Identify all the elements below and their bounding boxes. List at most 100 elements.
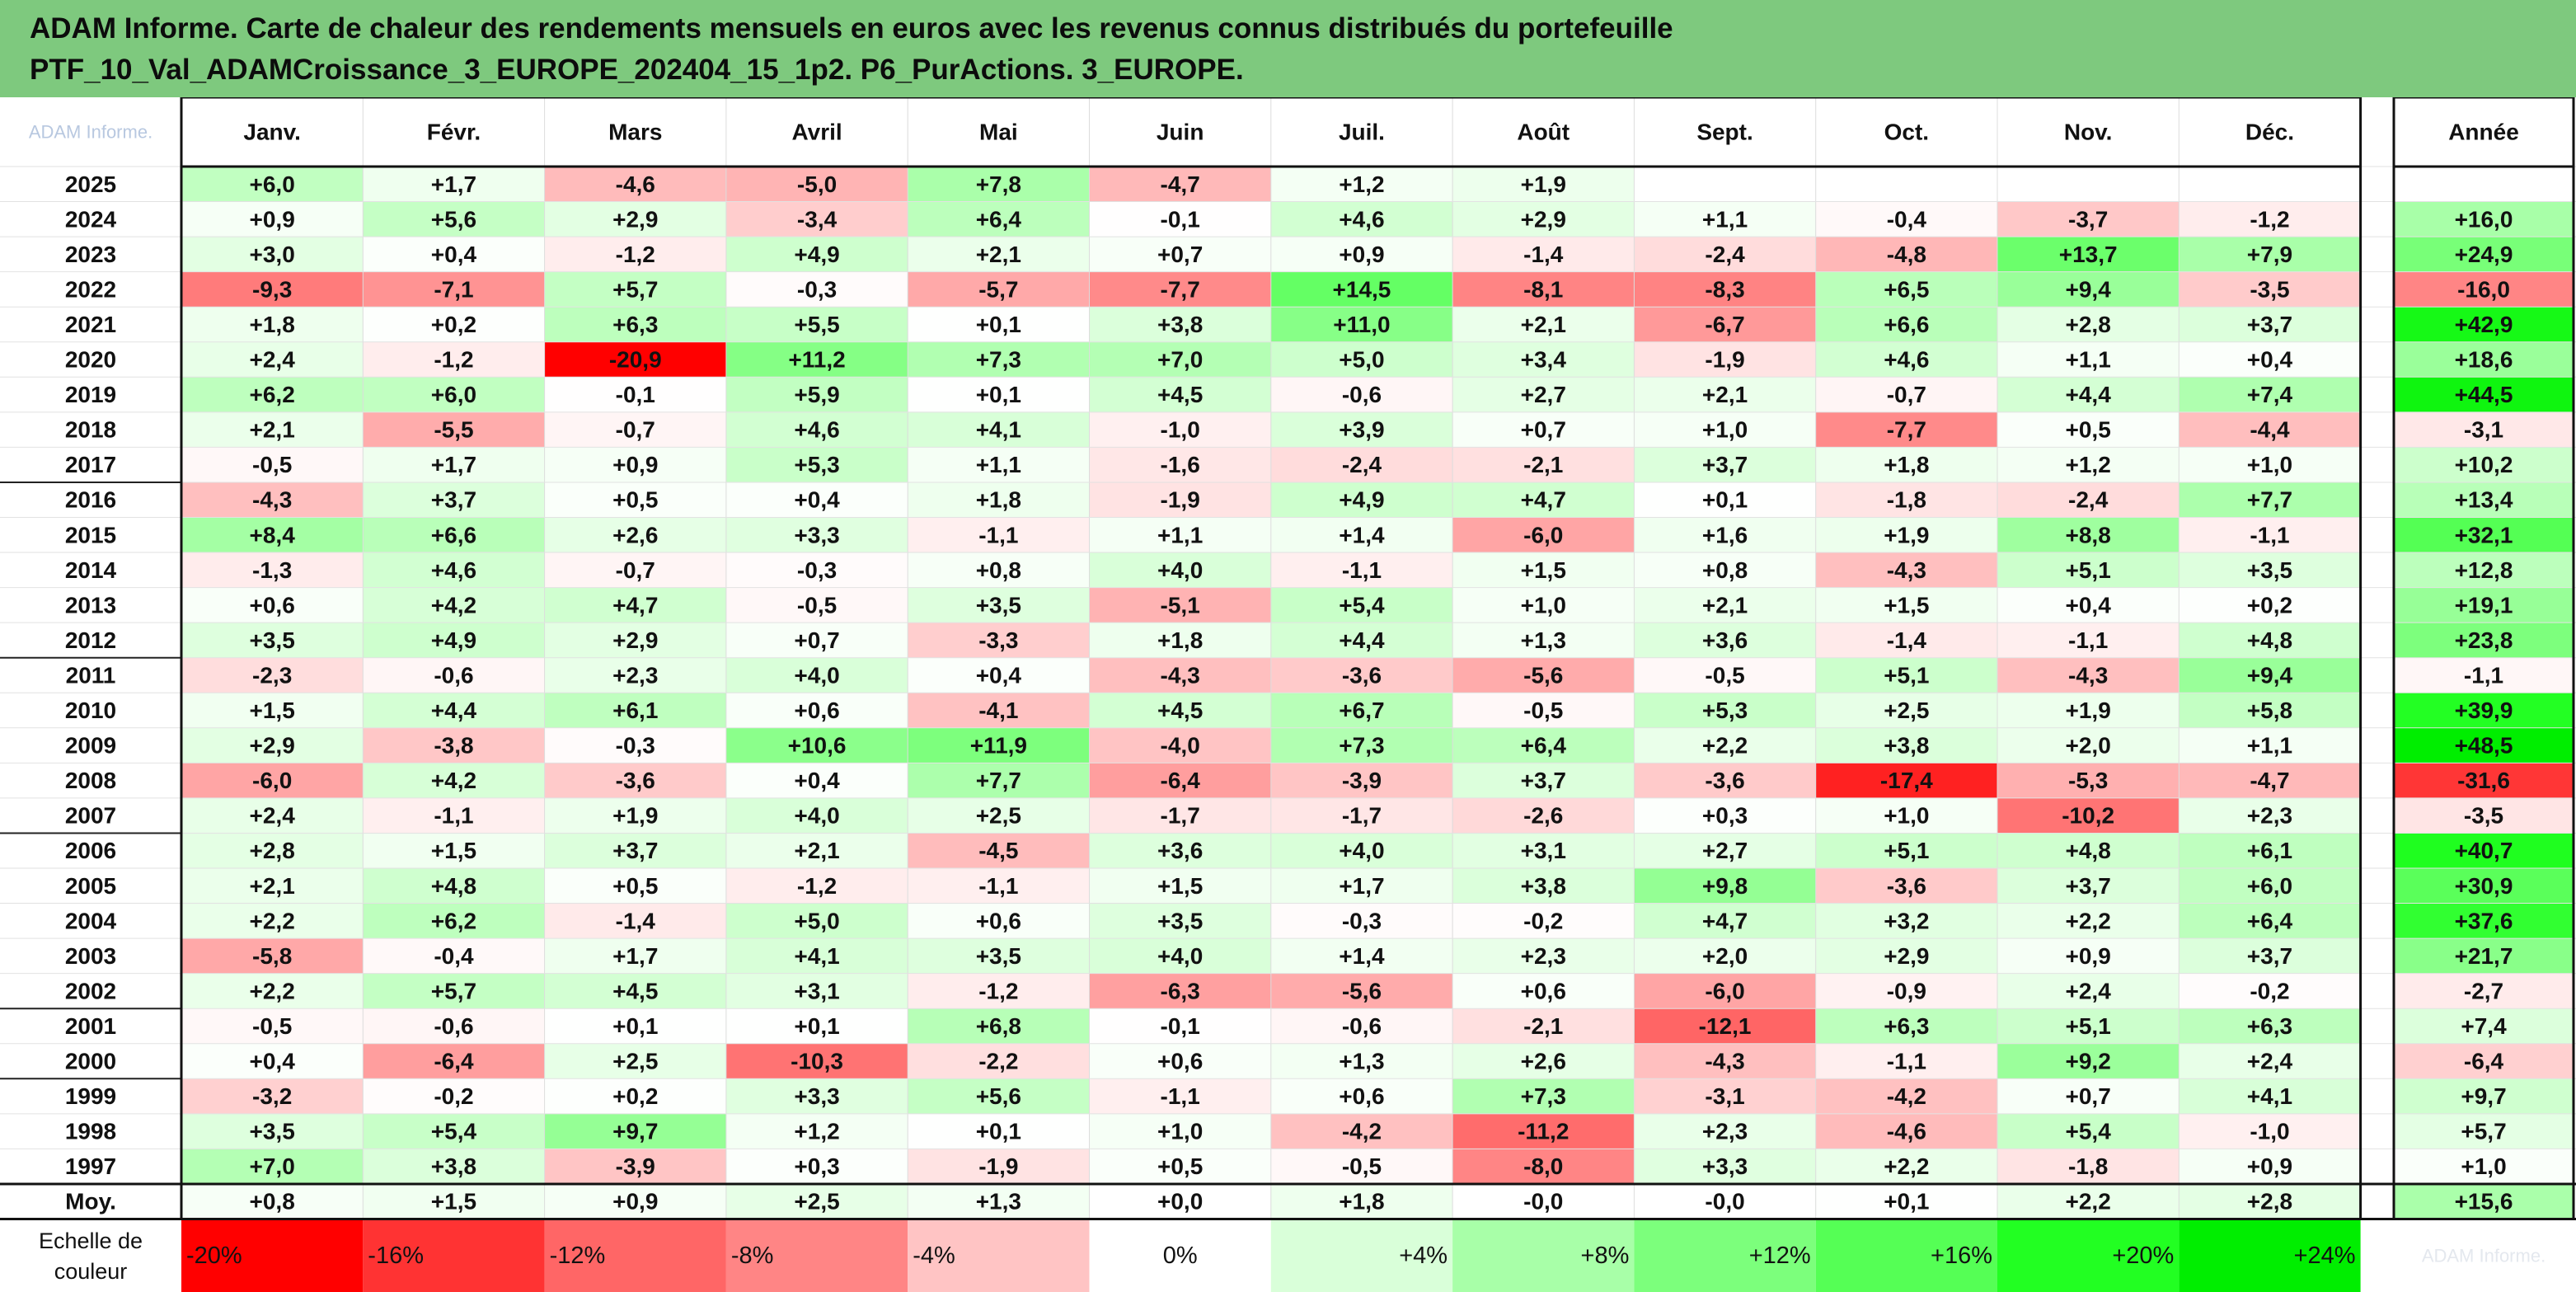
cell-value-2022-6: -7,7 xyxy=(1161,276,1200,302)
cell-value-2022-5: -5,7 xyxy=(978,276,1018,302)
row-label-2010: 2010 xyxy=(65,698,116,723)
heatmap-cell-2018-1 xyxy=(181,411,364,448)
column-header-7: Juil. xyxy=(1339,120,1385,145)
heatmap-cell-2008-5 xyxy=(908,763,1090,798)
cell-value-2025-1: +6,0 xyxy=(250,171,295,197)
heatmap-cell-2011-11 xyxy=(1997,657,2180,693)
cell-value-2010-2: +4,4 xyxy=(431,698,477,723)
cell-value-2005-7: +1,7 xyxy=(1339,873,1384,899)
row-label-2009: 2009 xyxy=(65,733,116,759)
heatmap-cell-2023-1 xyxy=(181,237,364,272)
cell-value-2019-4: +5,9 xyxy=(794,382,839,407)
legend-label-12: +24% xyxy=(2294,1243,2356,1269)
heatmap-cell-2017-9 xyxy=(1634,447,1816,482)
legend-label-3: -12% xyxy=(550,1243,606,1269)
heatmap-cell-2013-10 xyxy=(1815,587,1997,623)
heatmap-cell-2023-7 xyxy=(1270,237,1453,272)
heatmap-cell-2009-11 xyxy=(1997,727,2180,763)
heatmap-cell-2000-12 xyxy=(2179,1043,2361,1079)
heatmap-cell-2000-1 xyxy=(181,1043,364,1079)
heatmap-cell-2019-8 xyxy=(1452,377,1635,412)
cell-value-1998-2: +5,4 xyxy=(431,1119,477,1144)
cell-value-2019-3: -0,1 xyxy=(616,382,655,407)
heatmap-cell-2003-3 xyxy=(544,938,726,974)
heatmap-cell-2018-12 xyxy=(2179,411,2361,448)
cell-value-2002-9: -6,0 xyxy=(1705,978,1744,1003)
heatmap-cell-2018-10 xyxy=(1815,411,1997,448)
cell-value-2011-1: -2,3 xyxy=(252,662,292,688)
annual-cell-1999 xyxy=(2394,1078,2574,1114)
heatmap-cell-2024-10 xyxy=(1815,201,1997,237)
row-label-2022: 2022 xyxy=(65,276,116,302)
cell-value-2017-6: -1,6 xyxy=(1161,452,1200,477)
cell-value-2025-3: -4,6 xyxy=(616,171,655,197)
cell-value-2023-1: +3,0 xyxy=(250,242,295,267)
heatmap-cell-2025-5 xyxy=(908,167,1090,202)
cell-value-2002-12: -0,2 xyxy=(2250,978,2289,1003)
heatmap-cell-2002-3 xyxy=(544,973,726,1009)
heatmap-cell-2012-7 xyxy=(1270,623,1453,658)
heatmap-cell-2007-9 xyxy=(1634,797,1816,834)
heatmap-cell-2006-2 xyxy=(363,833,545,868)
heatmap-cell-2024-3 xyxy=(544,201,726,237)
cell-value-2020-4: +11,2 xyxy=(788,347,845,373)
cell-value-2019-8: +2,7 xyxy=(1521,382,1566,407)
legend-label-2: -16% xyxy=(368,1243,424,1269)
legend-label-6: 0% xyxy=(1163,1243,1198,1269)
cell-value-2007-5: +2,5 xyxy=(976,803,1021,829)
cell-value-2017-8: -2,1 xyxy=(1523,452,1563,477)
heatmap-cell-2025-4 xyxy=(725,167,908,202)
cell-value-2003-1: -5,8 xyxy=(252,943,292,969)
heatmap-cell-2004-10 xyxy=(1815,903,1997,939)
heatmap-cell-2007-4 xyxy=(725,797,908,834)
cell-value-2016-3: +0,5 xyxy=(612,487,658,513)
heatmap-cell-2017-1 xyxy=(181,447,364,482)
heatmap-cell-2003-1 xyxy=(181,938,364,974)
heatmap-cell-2018-11 xyxy=(1997,411,2180,448)
cell-value-2004-6: +3,5 xyxy=(1157,908,1203,933)
cell-value-1999-1: -3,2 xyxy=(252,1083,292,1109)
heatmap-cell-1999-1 xyxy=(181,1078,364,1114)
cell-value-2007-3: +1,9 xyxy=(612,803,658,829)
cell-value-2004-1: +2,2 xyxy=(250,908,295,933)
cell-value-2012-6: +1,8 xyxy=(1157,627,1203,653)
heatmap-cell-2020-1 xyxy=(181,341,364,378)
heatmap-cell-2003-4 xyxy=(725,938,908,974)
heatmap-cell-2004-11 xyxy=(1997,903,2180,939)
cell-value-2022-10: +6,5 xyxy=(1884,276,1929,302)
heatmap-cell-2016-1 xyxy=(181,482,364,518)
heatmap-cell-2001-4 xyxy=(725,1008,908,1044)
cell-value-2000-11: +9,2 xyxy=(2066,1049,2111,1074)
cell-value-2008-3: -3,6 xyxy=(616,768,655,793)
cell-value-2012-5: -3,3 xyxy=(978,627,1018,653)
heatmap-cell-2025-2 xyxy=(363,167,545,202)
heatmap-cell-2004-8 xyxy=(1452,903,1635,939)
heatmap-cell-2009-10 xyxy=(1815,727,1997,763)
annual-value-2024: +16,0 xyxy=(2455,206,2513,232)
legend-label-4: -8% xyxy=(731,1243,774,1269)
average-cell-1 xyxy=(181,1183,364,1219)
heatmap-cell-2019-12 xyxy=(2179,377,2361,412)
cell-value-2010-3: +6,1 xyxy=(612,698,658,723)
heatmap-cell-2001-1 xyxy=(181,1008,364,1044)
heatmap-cell-1998-1 xyxy=(181,1113,364,1149)
annual-cell-2025 xyxy=(2394,167,2574,202)
heatmap-cell-2015-7 xyxy=(1270,517,1453,553)
cell-value-2007-12: +2,3 xyxy=(2247,803,2292,829)
cell-value-2019-11: +4,4 xyxy=(2066,382,2112,407)
annual-cell-2010 xyxy=(2394,693,2574,728)
cell-value-2011-11: -4,3 xyxy=(2068,662,2108,688)
heatmap-cell-2004-3 xyxy=(544,903,726,939)
cell-value-2002-1: +2,2 xyxy=(250,978,295,1003)
cell-value-2002-10: -0,9 xyxy=(1887,978,1926,1003)
heatmap-cell-2024-6 xyxy=(1089,201,1271,237)
heatmap-cell-2011-9 xyxy=(1634,657,1816,693)
heatmap-cell-2023-6 xyxy=(1089,237,1271,272)
cell-value-2006-10: +5,1 xyxy=(1884,838,1929,863)
legend-swatch-12 xyxy=(2179,1219,2361,1292)
cell-value-2020-3: -20,9 xyxy=(609,347,662,373)
row-label-2017: 2017 xyxy=(65,452,116,477)
heatmap-cell-2023-10 xyxy=(1815,237,1997,272)
legend-label-1: -20% xyxy=(186,1243,242,1269)
annual-cell-1997 xyxy=(2394,1149,2574,1184)
